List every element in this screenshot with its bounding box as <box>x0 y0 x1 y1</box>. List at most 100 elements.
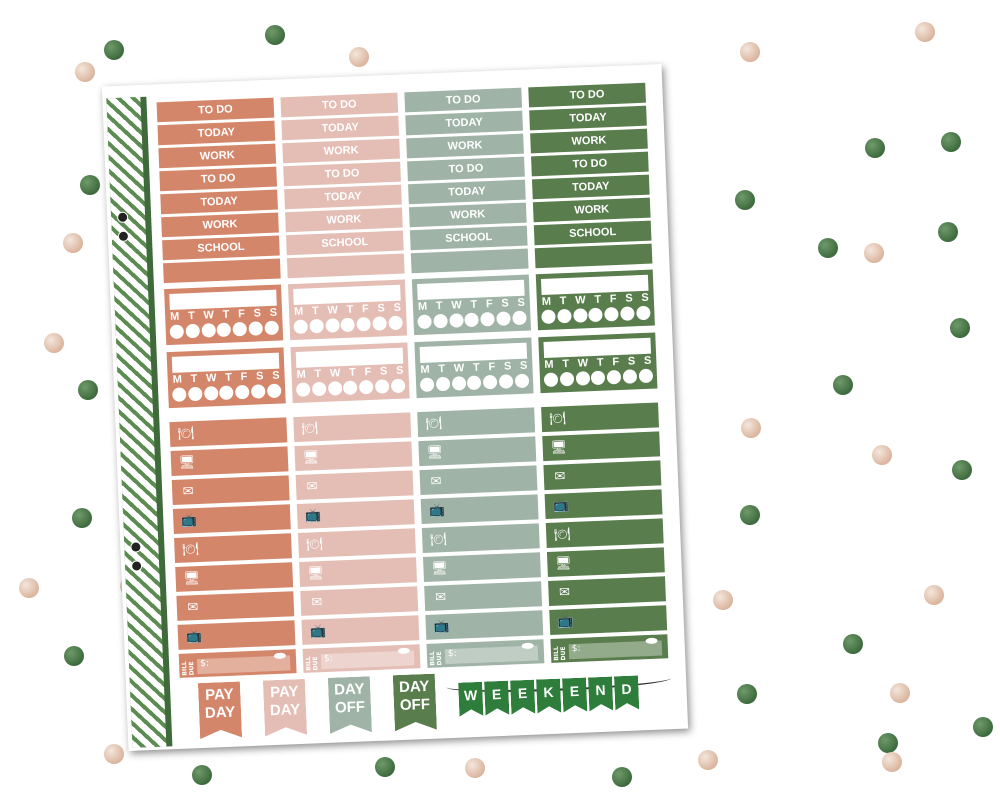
monitor-icon: 🖥 <box>554 556 572 572</box>
icon-sticker: ✉ <box>543 460 662 491</box>
confetti-dot <box>741 418 761 438</box>
icon-sticker: ✉ <box>176 591 295 621</box>
confetti-dot <box>465 758 485 778</box>
label-sticker-to-do: TO DO <box>156 97 275 123</box>
bill-due-label: BILL DUE <box>304 656 320 671</box>
icon-sticker: 📺 <box>301 615 420 645</box>
icon-sticker: 🖥 <box>418 436 537 467</box>
tracker-circle <box>636 305 651 321</box>
confetti-dot <box>924 585 944 605</box>
bill-due-sticker: BILL DUE $: <box>426 639 545 668</box>
tracker-day-letter: T <box>470 298 478 311</box>
tracker-circle <box>588 307 604 323</box>
tracker-day-letter: S <box>272 369 280 382</box>
label-sticker-work: WORK <box>158 143 277 169</box>
tracker-day-letter: S <box>377 302 386 315</box>
confetti-dot <box>612 767 632 787</box>
tracker-day-letter: T <box>311 304 319 318</box>
label-sticker-work: WORK <box>408 202 527 228</box>
icon-sticker: 📺 <box>177 620 296 650</box>
tracker-circle <box>451 376 467 391</box>
tracker-circle <box>216 322 232 338</box>
tracker-day-letter: T <box>562 357 570 371</box>
tracker-circle <box>417 314 432 330</box>
tracker-circle <box>219 385 235 401</box>
tracker-circle <box>448 313 464 328</box>
confetti-dot <box>890 683 910 703</box>
confetti-dot <box>941 132 961 152</box>
tracker-circle <box>557 308 572 324</box>
label-sticker-work: WORK <box>406 133 524 159</box>
tracker-circle <box>251 384 266 399</box>
tracker-day-letter: T <box>596 356 604 369</box>
fork-plate-icon: 🍽 <box>305 537 323 553</box>
label-sticker-today: TODAY <box>408 179 526 205</box>
fork-plate-icon: 🍽 <box>429 532 447 548</box>
tracker-day-letter: T <box>346 303 354 316</box>
blank-sticker <box>286 253 405 279</box>
label-sticker-to-do: TO DO <box>283 161 401 187</box>
icon-sticker: 🖥 <box>299 557 418 587</box>
tracker-circle <box>172 387 187 402</box>
confetti-dot <box>349 47 369 67</box>
blank-sticker <box>534 243 653 269</box>
icon-sticker: 🖥 <box>294 441 413 472</box>
sticker-column-1: TO DO TODAY WORK TO DO TODAY WORK SCHOOL M T W T F S… <box>156 97 297 678</box>
day-off-flag-forest: DAY OFF <box>393 674 437 732</box>
envelope-icon: ✉ <box>554 469 566 485</box>
tracker-day-letter: M <box>293 305 304 318</box>
confetti-dot <box>19 578 39 598</box>
tracker-circle <box>390 378 406 394</box>
tv-icon: 📺 <box>552 498 570 514</box>
envelope-icon: ✉ <box>311 595 323 611</box>
label-sticker-today: TODAY <box>281 115 400 141</box>
tracker-circle <box>543 372 559 387</box>
weekend-banner-letter: N <box>588 677 613 712</box>
label-sticker-school: SCHOOL <box>409 225 528 251</box>
tracker-circle <box>248 321 264 336</box>
tracker-day-letter: T <box>224 371 233 384</box>
tracker-circle <box>638 368 654 384</box>
confetti-dot <box>375 757 395 777</box>
monitor-icon: 🖥 <box>178 455 196 471</box>
envelope-icon: ✉ <box>306 479 318 495</box>
tracker-circle <box>559 371 575 387</box>
confetti-dot <box>735 190 755 210</box>
tracker-day-letter: F <box>485 298 493 311</box>
tracker-circle <box>419 377 435 392</box>
tracker-day-letter: S <box>255 370 264 383</box>
envelope-icon: ✉ <box>187 600 199 616</box>
pay-day-flag-blush: PAY DAY <box>263 679 307 737</box>
tracker-day-letter: S <box>269 306 278 319</box>
tracker-circle <box>467 375 482 391</box>
icon-sticker: 📺 <box>544 489 663 520</box>
tracker-day-letter: M <box>172 373 183 386</box>
bill-due-label: BILL DUE <box>552 646 568 661</box>
icon-sticker: ✉ <box>295 470 414 501</box>
confetti-dot <box>78 380 98 400</box>
confetti-dot <box>44 333 64 353</box>
tracker-circle <box>483 374 498 390</box>
tracker-day-letter: S <box>519 359 528 372</box>
icon-sticker: 🍽 <box>293 412 412 443</box>
icon-sticker: ✉ <box>300 586 419 616</box>
label-sticker-today: TODAY <box>405 110 523 136</box>
tracker-day-letter: T <box>190 372 198 386</box>
weekend-banner-letter: D <box>614 675 639 710</box>
label-sticker-work: WORK <box>282 138 401 164</box>
tracker-circle <box>201 323 216 338</box>
icon-sticker: ✉ <box>171 475 290 505</box>
confetti-dot <box>878 733 898 753</box>
envelope-icon: ✉ <box>434 590 447 606</box>
confetti-dot <box>64 646 84 666</box>
icon-sticker: 🖥 <box>423 552 541 582</box>
tracker-circle <box>620 306 635 321</box>
icon-sticker: 🍽 <box>421 523 540 553</box>
label-sticker-school: SCHOOL <box>162 235 280 261</box>
confetti-dot <box>740 42 760 62</box>
tracker-circle <box>309 318 324 334</box>
fork-plate-icon: 🍽 <box>549 411 567 427</box>
